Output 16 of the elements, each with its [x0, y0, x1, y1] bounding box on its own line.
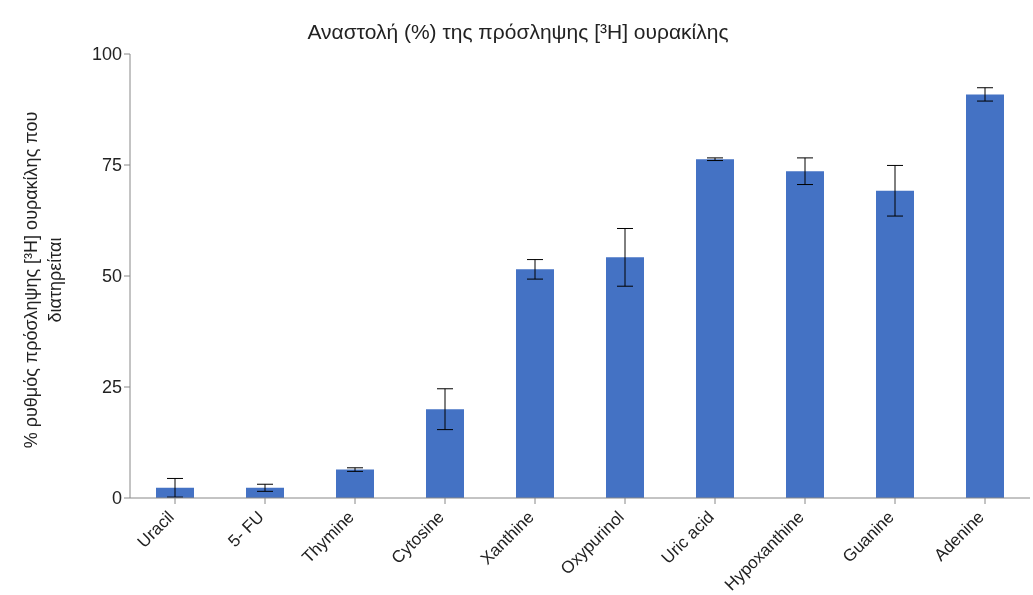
- x-tick-label: 5- FU: [224, 507, 268, 551]
- chart-title: Αναστολή (%) της πρόσληψης [³H] ουρακίλης: [306, 20, 730, 44]
- bar: [606, 257, 644, 498]
- bar: [696, 159, 734, 498]
- y-tick-label: 0: [111, 488, 122, 509]
- bar: [426, 409, 464, 498]
- y-tick-label: 100: [91, 44, 122, 65]
- y-axis-title: % ρυθμός πρόσληψης [³H] ουρακίλης που διατηρείται: [20, 110, 66, 451]
- bar: [336, 469, 374, 498]
- y-tick-label: 50: [101, 266, 122, 287]
- bar: [786, 171, 824, 498]
- bar: [516, 269, 554, 498]
- y-tick-label: 25: [101, 377, 122, 398]
- bar: [966, 94, 1004, 498]
- y-tick-label: 75: [101, 155, 122, 176]
- bar: [876, 190, 914, 498]
